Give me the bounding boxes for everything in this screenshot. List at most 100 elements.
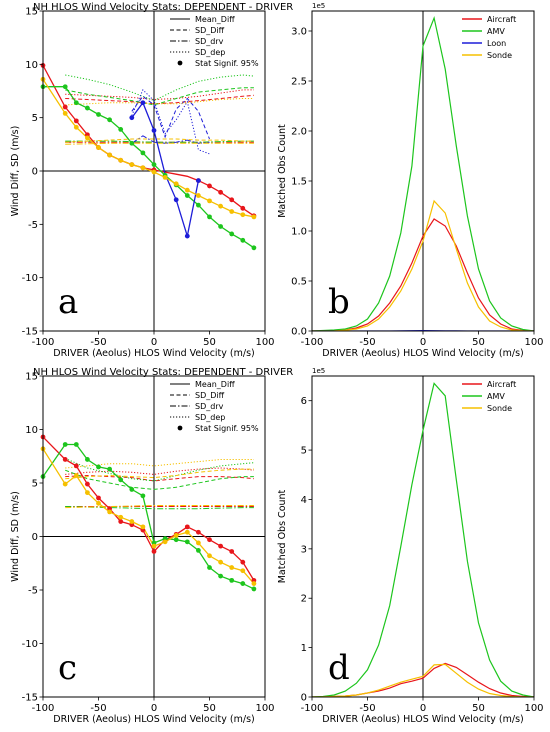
series-2-signif-point — [229, 565, 235, 570]
y-tick-label: 2.5 — [291, 77, 307, 88]
x-tick-label: -100 — [301, 337, 324, 348]
x-tick-label: 0 — [151, 703, 157, 714]
series-3-sd-diff-line — [65, 138, 254, 143]
y-tick-label: 10 — [25, 60, 38, 71]
series-3-signif-point — [229, 209, 235, 214]
x-tick-label: -100 — [301, 703, 324, 714]
series-2-signif-point — [151, 543, 157, 549]
panel-letter: b — [328, 282, 350, 322]
series-2-signif-point — [240, 568, 246, 574]
series-0-signif-point — [196, 529, 201, 535]
series-2-signif-point — [251, 581, 257, 586]
series-3-sd-drv-line — [65, 142, 254, 145]
series-2-signif-point — [184, 233, 190, 239]
series-1-signif-point — [196, 548, 201, 553]
series-1-signif-point — [184, 193, 190, 198]
series-1-signif-point — [207, 565, 212, 570]
x-tick-label: 100 — [255, 703, 274, 714]
x-axis-label: DRIVER (Aeolus) HLOS Wind Velocity (m/s) — [53, 714, 255, 725]
y-axis-label: Wind Diff, SD (m/s) — [10, 126, 21, 217]
legend-label: Sonde — [487, 51, 512, 60]
series-3-signif-point — [107, 152, 112, 158]
legend-label: Mean_Diff — [195, 380, 235, 389]
series-2-signif-point — [73, 473, 79, 478]
series-3-signif-point — [96, 145, 101, 150]
x-tick-label: 50 — [203, 703, 216, 714]
series-2-signif-point — [173, 197, 179, 203]
legend-swatch — [177, 60, 183, 66]
legend-label: SD_Diff — [195, 391, 225, 400]
chart-title: NH HLOS Wind Velocity Stats: DEPENDENT -… — [33, 367, 293, 378]
series-1-signif-point — [251, 586, 257, 592]
series-2-signif-point — [196, 178, 201, 184]
y-tick-label: 0 — [301, 693, 307, 704]
legend-label: SD_dep — [195, 413, 225, 422]
y-tick-label: -10 — [22, 273, 38, 284]
legend-label: Mean_Diff — [195, 15, 235, 24]
x-axis-label: DRIVER (Aeolus) HLOS Wind Velocity (m/s) — [322, 714, 524, 725]
series-2-signif-point — [140, 100, 146, 106]
series-0-signif-point — [240, 205, 246, 211]
series-2-signif-point — [96, 500, 101, 506]
panel-letter: a — [58, 282, 78, 322]
series-1-signif-point — [73, 100, 79, 106]
series-2-sd-dep-line — [131, 89, 210, 155]
legend-label: Stat Signif. 95% — [195, 59, 259, 68]
series-2-signif-point — [62, 481, 68, 487]
x-tick-label: 100 — [255, 337, 274, 348]
y-tick-label: 6 — [301, 396, 307, 407]
series-1-signif-point — [151, 162, 157, 168]
series-3-signif-point — [240, 212, 246, 218]
series-3-signif-point — [173, 181, 179, 187]
legend-label: SD_drv — [195, 402, 224, 411]
series-0-signif-point — [62, 104, 68, 110]
series-2-signif-point — [162, 539, 168, 545]
series-1-signif-point — [229, 577, 235, 583]
series-0-signif-point — [218, 189, 224, 195]
legend-label: Sonde — [487, 404, 512, 413]
series-0-signif-point — [229, 549, 235, 554]
x-tick-label: -50 — [359, 703, 375, 714]
y-tick-label: 2.0 — [291, 127, 307, 138]
series-2-signif-point — [107, 509, 112, 515]
legend-label: AMV — [487, 392, 505, 401]
series-1-signif-point — [129, 140, 135, 146]
y-scale-label: 1e5 — [312, 367, 325, 375]
series-amv-line — [312, 382, 534, 697]
series-0-signif-point — [207, 183, 212, 189]
series-3-signif-point — [251, 214, 257, 220]
series-3-signif-point — [151, 169, 157, 175]
series-2-signif-point — [140, 524, 146, 530]
series-0-signif-point — [207, 537, 212, 543]
y-tick-label: 3 — [301, 544, 307, 555]
y-tick-label: -15 — [22, 693, 38, 704]
series-0-signif-point — [73, 118, 79, 124]
legend-label: Loon — [487, 39, 506, 48]
series-1-sd-dep-line — [65, 74, 254, 102]
panel-d: -100 -50 0 50 100 0 1 2 3 4 5 6 DRIVER (Aeolus) HLOS… — [277, 367, 544, 725]
series-2-sd-diff-line — [131, 95, 210, 140]
series-2-sd-diff-line — [65, 468, 254, 480]
series-3-signif-point — [162, 175, 168, 180]
x-tick-label: 0 — [151, 337, 157, 348]
series-1-signif-point — [85, 105, 90, 111]
series-1-sd-drv-line — [65, 506, 254, 510]
y-tick-label: 0.5 — [291, 277, 307, 288]
series-0-signif-point — [218, 543, 224, 549]
x-tick-label: -100 — [32, 703, 55, 714]
y-tick-label: 5 — [32, 113, 38, 124]
series-1-signif-point — [118, 126, 124, 132]
series-1-signif-point — [196, 202, 201, 208]
y-tick-label: 10 — [25, 425, 38, 436]
series-1-signif-point — [173, 537, 179, 543]
series-1-signif-point — [240, 581, 246, 586]
y-tick-label: 0 — [32, 532, 38, 543]
y-tick-label: 1.0 — [291, 227, 307, 238]
series-1-signif-point — [62, 84, 68, 90]
y-tick-label: 4 — [301, 495, 307, 506]
series-1-signif-point — [85, 457, 90, 462]
series-1-sd-diff-line — [65, 87, 254, 106]
series-1-signif-point — [96, 112, 101, 117]
panel-b: -100 -50 0 50 100 0.0 0.5 1.0 1.5 2.0 2.5 3.0 DRIVER… — [277, 2, 544, 359]
